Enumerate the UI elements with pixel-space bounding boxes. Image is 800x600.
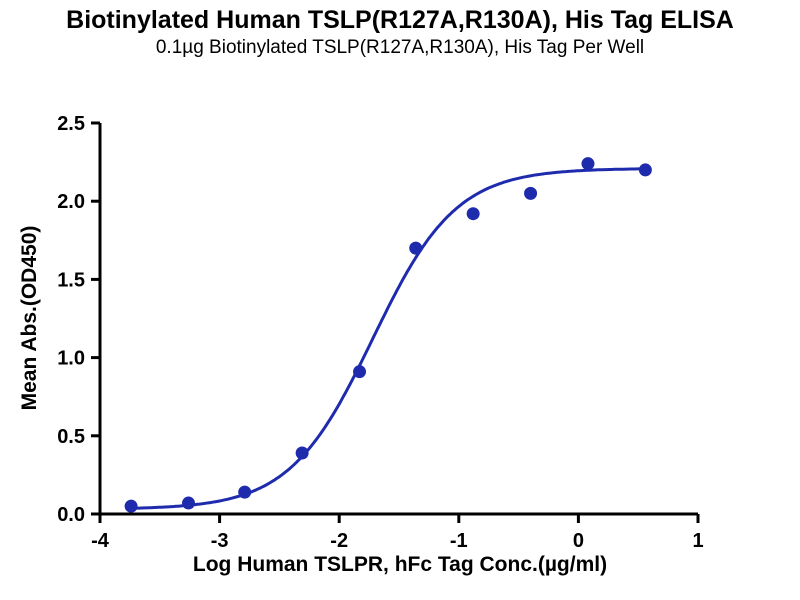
data-point	[238, 485, 252, 499]
y-tick-label: 0.0	[57, 504, 85, 526]
y-tick-label: 0.5	[57, 426, 85, 448]
x-tick-label: -4	[91, 530, 110, 552]
x-tick-label: -3	[211, 530, 229, 552]
x-tick-label: 0	[573, 530, 584, 552]
x-axis-label: Log Human TSLPR, hFc Tag Conc.(µg/ml)	[192, 553, 608, 576]
y-tick-label: 1.0	[57, 348, 85, 370]
data-point	[182, 496, 196, 510]
y-tick-label: 2.0	[57, 191, 85, 213]
x-tick-label: -1	[450, 530, 468, 552]
data-point	[466, 207, 480, 221]
data-point	[638, 163, 652, 177]
data-point	[524, 186, 538, 200]
data-point	[295, 446, 309, 460]
chart-title: Biotinylated Human TSLP(R127A,R130A), Hi…	[66, 6, 734, 34]
data-point	[353, 365, 367, 379]
x-tick-label: -2	[330, 530, 348, 552]
data-point	[581, 157, 595, 171]
fit-curve-line	[129, 167, 647, 510]
chart-subtitle: 0.1µg Biotinylated TSLP(R127A,R130A), Hi…	[155, 37, 645, 58]
y-tick-label: 1.5	[57, 269, 85, 291]
data-point	[124, 499, 138, 513]
data-point	[409, 241, 423, 255]
x-tick-label: 1	[692, 530, 703, 552]
y-tick-label: 2.5	[57, 113, 85, 135]
